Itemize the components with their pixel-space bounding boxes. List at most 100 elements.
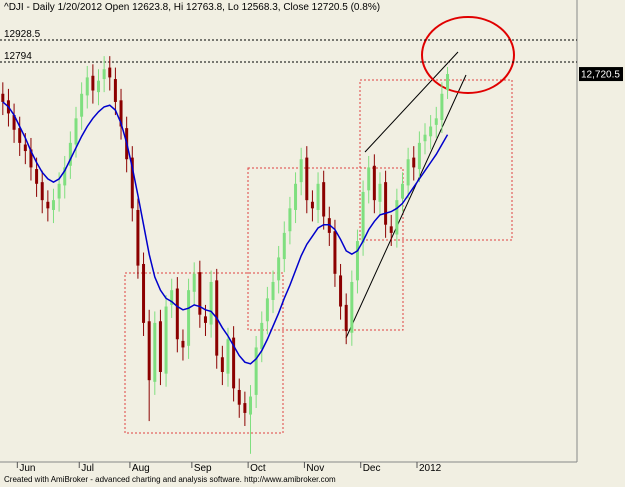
last-price-label: 12,720.5 <box>581 70 620 81</box>
candle-body <box>80 93 84 117</box>
candle-body <box>175 288 179 340</box>
candle-body <box>355 241 359 281</box>
candle-body <box>434 118 438 125</box>
candle-body <box>226 339 230 374</box>
candle-body <box>344 304 348 332</box>
candle-body <box>147 321 151 381</box>
candle-body <box>74 118 78 145</box>
candle-body <box>417 142 421 170</box>
candle-body <box>395 200 399 235</box>
footer: Created with AmiBroker - advanced charti… <box>4 475 336 484</box>
candle-body <box>333 231 337 274</box>
chart-title: ^DJI - Daily 1/20/2012 Open 12623.8, Hi … <box>4 2 380 13</box>
candle-body <box>423 134 427 142</box>
candle-body <box>260 322 264 350</box>
annotations <box>124 79 513 434</box>
candle-body <box>40 182 44 201</box>
candle-body <box>282 232 286 260</box>
x-tick-label: Dec <box>363 463 381 474</box>
candle-body <box>254 347 258 395</box>
candle-body <box>288 208 292 232</box>
candle-body <box>232 337 236 389</box>
candle-body <box>170 290 174 305</box>
candle-body <box>361 191 365 243</box>
candle-body <box>12 115 16 130</box>
x-tick-label: Aug <box>132 463 150 474</box>
candle-body <box>446 74 450 90</box>
highlight-ellipse <box>421 16 515 94</box>
box <box>124 272 284 434</box>
box <box>359 79 513 241</box>
candle-body <box>305 157 309 201</box>
trendlines <box>345 51 467 339</box>
candle-body <box>97 80 101 93</box>
candle-body <box>367 167 371 191</box>
x-tick-label: Jul <box>81 463 94 474</box>
candle-body <box>1 93 5 102</box>
candle-body <box>249 396 253 415</box>
candle-body <box>113 79 117 102</box>
candle-body <box>164 306 168 374</box>
candle-body <box>378 183 382 202</box>
candle-body <box>310 201 314 209</box>
x-tick-label: 2012 <box>419 463 442 474</box>
candle-body <box>400 183 404 199</box>
candle-body <box>203 316 207 323</box>
candle-body <box>142 263 146 323</box>
candle-body <box>57 183 61 199</box>
trendline <box>364 51 459 153</box>
x-tick-label: Jun <box>19 463 35 474</box>
candle-body <box>429 126 433 137</box>
candle-body <box>102 69 106 80</box>
moving-average <box>2 101 449 365</box>
trendline <box>345 74 467 339</box>
candle-body <box>243 403 247 413</box>
candle-body <box>46 201 50 209</box>
candle-body <box>316 183 320 210</box>
candle-body <box>271 281 275 300</box>
candle-body <box>35 169 39 184</box>
candle-body <box>29 149 33 168</box>
level-label: 12928.5 <box>4 29 41 40</box>
candle-body <box>237 389 241 405</box>
candle-body <box>322 182 326 217</box>
x-tick-label: Oct <box>250 463 266 474</box>
candle-body <box>440 93 444 120</box>
candle-body <box>277 257 281 281</box>
candle-body <box>350 281 354 333</box>
candle-body <box>209 281 213 325</box>
last-price-box <box>579 67 623 82</box>
candle-body <box>389 226 393 233</box>
candle-body <box>63 167 67 186</box>
candle-body <box>91 75 95 91</box>
candle-body <box>130 157 134 209</box>
candle-body <box>18 128 22 143</box>
candle-body <box>406 159 410 186</box>
candle-body <box>158 321 162 372</box>
candle-body <box>119 100 123 127</box>
x-tick-label: Nov <box>306 463 324 474</box>
candle-body <box>339 275 343 307</box>
candle-body <box>108 67 112 78</box>
candle-body <box>153 322 157 382</box>
candle-body <box>299 159 303 183</box>
x-tick-label: Sep <box>194 463 212 474</box>
candle-body <box>265 298 269 322</box>
candle-body <box>85 77 89 96</box>
box <box>247 167 404 331</box>
candle-body <box>68 142 72 166</box>
candle-body <box>192 273 196 292</box>
candle-body <box>187 290 191 346</box>
candle-body <box>23 144 27 152</box>
candle-body <box>412 157 416 168</box>
candle-body <box>294 183 298 210</box>
candle-body <box>198 272 202 315</box>
candle-body <box>181 340 185 348</box>
candle-body <box>372 165 376 201</box>
candle-body <box>51 200 55 210</box>
candle-body <box>136 209 140 266</box>
candle-body <box>220 357 224 372</box>
candle-body <box>384 182 388 225</box>
